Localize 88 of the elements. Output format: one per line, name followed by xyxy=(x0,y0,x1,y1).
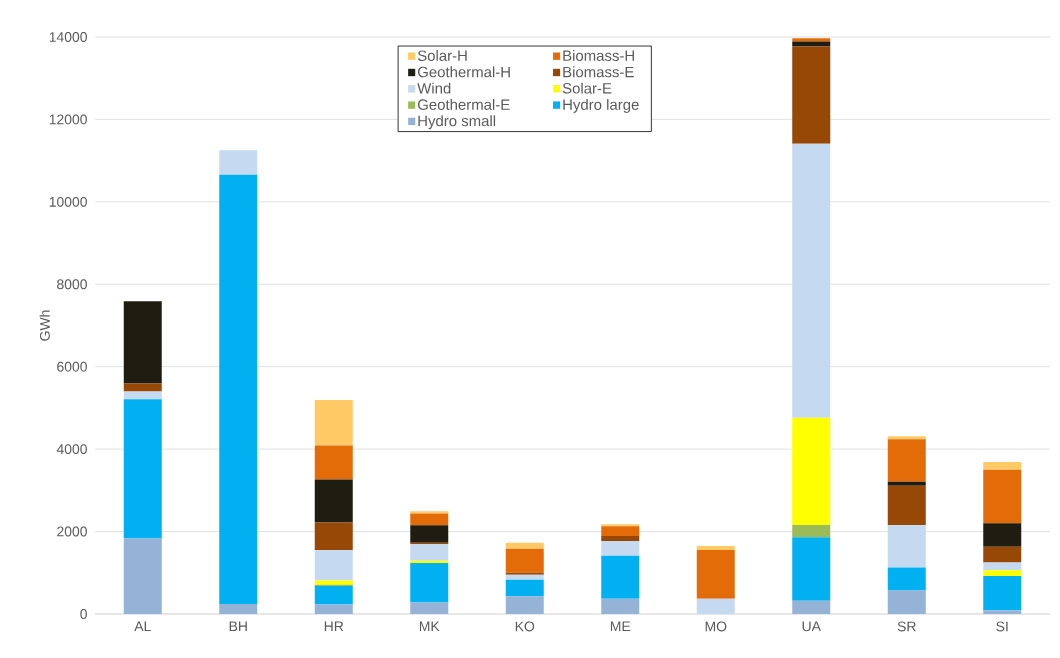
legend-label: Hydro large xyxy=(563,98,639,113)
bar xyxy=(887,590,926,614)
y-tick-label: 8000 xyxy=(57,279,87,290)
y-tick-label: 14000 xyxy=(49,32,87,42)
bar xyxy=(792,46,831,144)
bar xyxy=(696,550,735,599)
bar xyxy=(314,580,353,585)
x-tick-label: SI xyxy=(996,621,1008,632)
bar xyxy=(505,542,544,549)
bar xyxy=(410,560,449,563)
x-tick-label: AL xyxy=(134,621,151,632)
bar xyxy=(410,511,449,514)
bar xyxy=(887,485,926,525)
bar xyxy=(410,562,449,603)
bar xyxy=(983,570,1022,577)
legend-label: Geothermal-H xyxy=(417,66,510,78)
bar xyxy=(887,524,926,568)
legend-label: Solar-H xyxy=(417,50,467,61)
bar xyxy=(219,604,258,614)
bar xyxy=(792,537,831,601)
bar xyxy=(505,579,544,597)
bar xyxy=(314,479,353,523)
bar xyxy=(983,562,1022,571)
bar xyxy=(410,602,449,614)
legend-label: Solar-E xyxy=(562,82,612,94)
bar xyxy=(314,550,353,581)
x-tick-label: MK xyxy=(419,621,440,632)
bar xyxy=(983,576,1022,611)
bar xyxy=(314,400,353,446)
bar xyxy=(887,481,926,486)
legend-label: Biomass-H xyxy=(563,50,634,61)
bar xyxy=(601,555,640,599)
x-tick-label: MO xyxy=(705,621,727,632)
bar xyxy=(887,439,926,482)
bar xyxy=(601,526,640,537)
bar xyxy=(792,143,831,418)
bar xyxy=(219,150,258,175)
bar xyxy=(601,541,640,556)
y-tick-label: 0 xyxy=(80,609,87,619)
bar xyxy=(601,524,640,527)
x-tick-label: BH xyxy=(229,621,247,632)
bar xyxy=(792,524,831,538)
x-tick-label: HR xyxy=(324,621,344,632)
bar xyxy=(505,574,544,580)
bar xyxy=(505,548,544,573)
bar xyxy=(123,538,162,614)
bar xyxy=(792,417,831,525)
y-tick-label: 12000 xyxy=(49,114,87,125)
legend-label: Wind xyxy=(417,82,451,94)
bar xyxy=(314,585,353,605)
bar xyxy=(696,545,735,551)
bar xyxy=(983,469,1022,524)
bar xyxy=(314,445,353,480)
x-tick-label: SR xyxy=(897,621,916,632)
bar xyxy=(792,600,831,614)
legend-label: Hydro small xyxy=(418,115,496,130)
bar xyxy=(505,572,544,575)
y-tick-label: 10000 xyxy=(49,196,87,207)
bar xyxy=(887,567,926,591)
bar xyxy=(410,525,449,543)
x-tick-label: ME xyxy=(610,621,631,632)
bar xyxy=(887,436,926,440)
bar xyxy=(123,301,162,384)
bar xyxy=(505,596,544,614)
bar xyxy=(983,461,1022,470)
bar xyxy=(601,598,640,614)
x-tick-label: KO xyxy=(515,621,535,632)
bar xyxy=(983,523,1022,547)
y-axis-title: GWh xyxy=(39,310,50,341)
legend-label: Geothermal-E xyxy=(417,98,510,110)
legend-label: Biomass-E xyxy=(563,66,634,78)
bar xyxy=(123,383,162,392)
bar xyxy=(410,544,449,561)
bar xyxy=(983,610,1022,614)
bar xyxy=(601,536,640,542)
bar xyxy=(123,391,162,400)
bar xyxy=(983,546,1022,563)
y-tick-label: 2000 xyxy=(57,526,87,537)
bar xyxy=(792,38,831,42)
bar xyxy=(410,513,449,526)
y-tick-label: 6000 xyxy=(57,361,87,372)
bar xyxy=(314,522,353,551)
x-tick-label: UA xyxy=(802,621,821,632)
y-tick-label: 4000 xyxy=(56,444,87,455)
bar xyxy=(314,604,353,614)
bar xyxy=(123,399,162,539)
bar xyxy=(219,174,258,605)
bar xyxy=(696,598,735,614)
